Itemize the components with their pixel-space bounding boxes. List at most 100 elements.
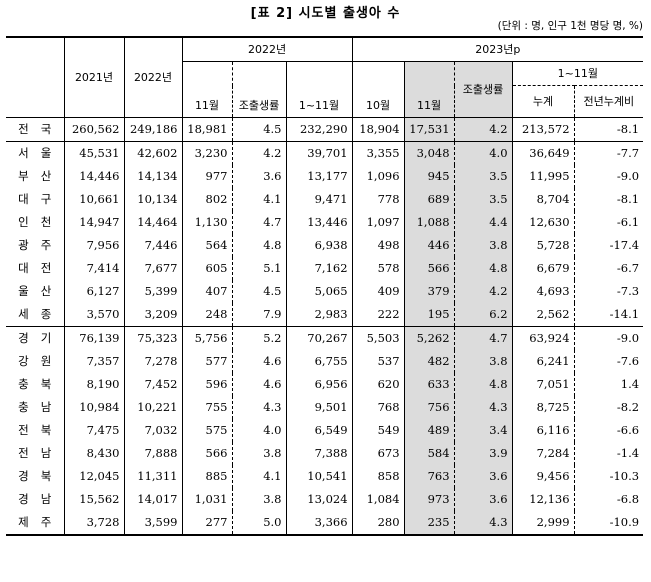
table-row: 충북 8,190 7,452 596 4.6 6,956 620 633 4.8 7,051 1.4: [6, 373, 644, 396]
table-row: 부산 14,446 14,134 977 3.6 13,177 1,096 945 3.5 11,…: [6, 165, 644, 188]
cell-cbr-2022: 5.0: [231, 511, 286, 536]
cell-cumulative-2023: 2,562: [511, 303, 575, 327]
cell-oct-2023: 5,503: [351, 326, 405, 350]
cell-nov-2022: 3,230: [181, 141, 232, 165]
cell-yoy: -8.2: [573, 396, 644, 419]
header-jan-nov-2023: 1~11월: [511, 61, 644, 86]
cell-yoy: -10.3: [573, 465, 644, 488]
cell-nov-2023: 5,262: [403, 326, 455, 350]
cell-yoy: -10.9: [573, 511, 644, 536]
cell-oct-2023: 768: [351, 396, 405, 419]
cell-nov-2023: 17,531: [403, 117, 455, 142]
cell-cbr-2023: 6.2: [453, 303, 513, 327]
cell-2022: 7,888: [123, 442, 182, 465]
table-row: 서울 45,531 42,602 3,230 4.2 39,701 3,355 3,048 4.…: [6, 141, 644, 165]
cell-cbr-2023: 4.4: [453, 211, 513, 234]
cell-jan-nov-2022: 9,501: [285, 396, 353, 419]
cell-jan-nov-2022: 6,956: [285, 373, 353, 396]
cell-cbr-2022: 3.8: [231, 442, 286, 465]
cell-yoy: -17.4: [573, 234, 644, 257]
cell-yoy: -1.4: [573, 442, 644, 465]
cell-2022: 7,278: [123, 350, 182, 373]
cell-nov-2023: 973: [403, 488, 455, 511]
cell-cumulative-2023: 9,456: [511, 465, 575, 488]
cell-yoy: -6.6: [573, 419, 644, 442]
cell-cumulative-2023: 6,679: [511, 257, 575, 280]
cell-oct-2023: 1,084: [351, 488, 405, 511]
cell-2021: 12,045: [63, 465, 124, 488]
cell-yoy: -9.0: [573, 165, 644, 188]
table-row: 울산 6,127 5,399 407 4.5 5,065 409 379 4.2 4,693 -7.…: [6, 280, 644, 303]
cell-2021: 76,139: [63, 326, 124, 350]
cell-2021: 3,570: [63, 303, 124, 327]
cell-jan-nov-2022: 6,549: [285, 419, 353, 442]
cell-2021: 7,475: [63, 419, 124, 442]
cell-nov-2022: 407: [181, 280, 232, 303]
region-name: 대구: [18, 192, 64, 206]
cell-cbr-2022: 4.7: [231, 211, 286, 234]
table-title: [표 2] 시도별 출생아 수: [250, 6, 401, 21]
cell-cbr-2023: 3.6: [453, 465, 513, 488]
cell-yoy: -7.6: [573, 350, 644, 373]
cell-jan-nov-2022: 70,267: [285, 326, 353, 350]
header-yoy: 전년누계비: [573, 85, 644, 118]
cell-cbr-2022: 7.9: [231, 303, 286, 327]
cell-cbr-2022: 5.1: [231, 257, 286, 280]
table-row: 전국 260,562 249,186 18,981 4.5 232,290 18,904 17…: [6, 117, 644, 142]
cell-2021: 6,127: [63, 280, 124, 303]
region-name: 강원: [18, 354, 64, 368]
cell-2022: 11,311: [123, 465, 182, 488]
cell-2022: 7,032: [123, 419, 182, 442]
cell-cbr-2022: 3.8: [231, 488, 286, 511]
cell-cbr-2023: 3.4: [453, 419, 513, 442]
cell-cumulative-2023: 6,116: [511, 419, 575, 442]
header-2022: 2022년: [123, 36, 182, 118]
table-body: 전국 260,562 249,186 18,981 4.5 232,290 18,904 17…: [6, 117, 644, 536]
cell-jan-nov-2022: 3,366: [285, 511, 353, 536]
cell-yoy: -6.1: [573, 211, 644, 234]
region-name: 대전: [18, 261, 64, 275]
cell-yoy: -7.7: [573, 141, 644, 165]
header-cbr-2023: 조출생률: [453, 61, 513, 118]
cell-yoy: -6.7: [573, 257, 644, 280]
cell-oct-2023: 778: [351, 188, 405, 211]
header-cbr-2022: 조출생률: [231, 61, 286, 118]
cell-oct-2023: 620: [351, 373, 405, 396]
cell-cbr-2022: 4.1: [231, 188, 286, 211]
cell-yoy: -6.8: [573, 488, 644, 511]
cell-oct-2023: 3,355: [351, 141, 405, 165]
cell-nov-2023: 756: [403, 396, 455, 419]
cell-cbr-2022: 4.3: [231, 396, 286, 419]
cell-cumulative-2023: 12,630: [511, 211, 575, 234]
cell-2021: 15,562: [63, 488, 124, 511]
cell-2022: 249,186: [123, 117, 182, 142]
cell-cbr-2022: 5.2: [231, 326, 286, 350]
cell-2022: 7,677: [123, 257, 182, 280]
cell-oct-2023: 858: [351, 465, 405, 488]
header-jan-nov-2022: 1~11월: [285, 61, 353, 118]
cell-cbr-2023: 4.8: [453, 257, 513, 280]
table-row: 전남 8,430 7,888 566 3.8 7,388 673 584 3.9 7,284 -1.…: [6, 442, 644, 465]
cell-2022: 3,599: [123, 511, 182, 536]
region-name: 서울: [18, 146, 64, 160]
cell-cumulative-2023: 6,241: [511, 350, 575, 373]
cell-nov-2022: 5,756: [181, 326, 232, 350]
cell-nov-2023: 379: [403, 280, 455, 303]
cell-nov-2022: 802: [181, 188, 232, 211]
cell-yoy: -9.0: [573, 326, 644, 350]
cell-2021: 14,947: [63, 211, 124, 234]
cell-cbr-2023: 4.2: [453, 280, 513, 303]
region-name: 부산: [18, 169, 64, 183]
cell-2021: 8,430: [63, 442, 124, 465]
cell-2022: 42,602: [123, 141, 182, 165]
table-row: 충남 10,984 10,221 755 4.3 9,501 768 756 4.3 8,725-…: [6, 396, 644, 419]
cell-jan-nov-2022: 2,983: [285, 303, 353, 327]
table-row: 경기 76,139 75,323 5,756 5.2 70,267 5,503 5,262 4.…: [6, 326, 644, 350]
header-nov-2023: 11월: [403, 61, 455, 118]
table-row: 대전 7,414 7,677 605 5.1 7,162 578 566 4.8 6,679 -6.…: [6, 257, 644, 280]
cell-nov-2023: 482: [403, 350, 455, 373]
cell-cumulative-2023: 8,704: [511, 188, 575, 211]
cell-jan-nov-2022: 5,065: [285, 280, 353, 303]
cell-jan-nov-2022: 6,938: [285, 234, 353, 257]
cell-2021: 7,414: [63, 257, 124, 280]
